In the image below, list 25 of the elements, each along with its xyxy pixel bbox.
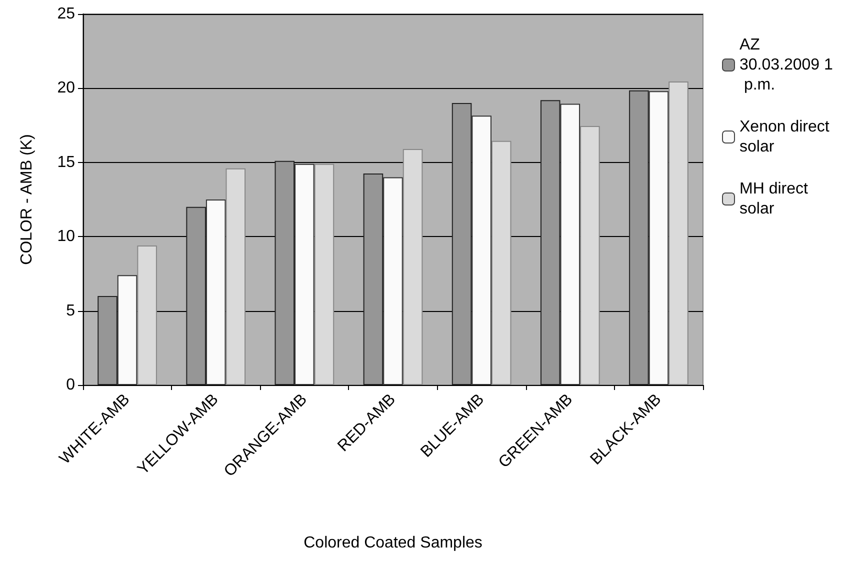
bar xyxy=(383,177,403,385)
y-tick-label: 10 xyxy=(57,228,76,246)
legend-label: Xenon direct solar xyxy=(740,118,834,156)
bar xyxy=(117,275,138,385)
bar xyxy=(629,90,649,385)
bar xyxy=(452,103,472,385)
legend-label: AZ 30.03.2009 1 p.m. xyxy=(740,36,834,94)
bar xyxy=(560,104,580,385)
y-tick-label: 0 xyxy=(66,376,76,394)
x-axis-title: Colored Coated Samples xyxy=(304,534,482,552)
y-tick-label: 25 xyxy=(57,6,76,22)
bar xyxy=(206,200,226,385)
y-axis-title: COLOR - AMB (K) xyxy=(18,134,36,265)
y-tick-label: 15 xyxy=(57,154,76,171)
bar xyxy=(648,91,669,385)
bar xyxy=(363,174,384,385)
bar xyxy=(294,164,314,385)
bar xyxy=(540,100,560,385)
bar xyxy=(186,206,206,385)
y-tick-label: 20 xyxy=(57,80,76,97)
bar xyxy=(98,296,118,385)
y-tick-label: 5 xyxy=(66,302,76,320)
bar xyxy=(472,116,492,385)
legend-label: MH direct solar xyxy=(740,180,812,218)
bar xyxy=(274,160,295,385)
